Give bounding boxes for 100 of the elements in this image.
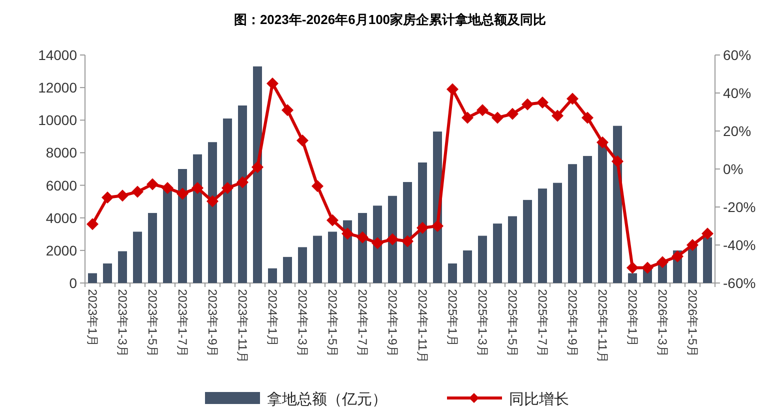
point xyxy=(356,231,368,244)
bar xyxy=(208,142,217,283)
point xyxy=(282,104,294,116)
point xyxy=(476,104,488,116)
bar xyxy=(403,182,412,283)
bar xyxy=(523,200,532,283)
legend-label: 同比增长 xyxy=(509,391,569,408)
bar xyxy=(463,250,472,283)
point xyxy=(566,92,578,105)
y2-tick-label: 20% xyxy=(723,123,752,139)
y2-tick-label: 60% xyxy=(723,47,752,63)
point xyxy=(132,186,144,198)
bar xyxy=(448,263,457,283)
x-tick-label: 2024年1-3月 xyxy=(296,289,310,358)
point xyxy=(236,176,248,188)
y2-tick-label: -20% xyxy=(723,199,756,215)
x-tick-label: 2023年1-5月 xyxy=(146,289,160,358)
x-tick-label: 2023年1-11月 xyxy=(236,289,250,363)
bar xyxy=(508,216,517,283)
bar xyxy=(253,66,262,283)
x-tick-label: 2025年1月 xyxy=(446,289,460,346)
point xyxy=(522,98,534,110)
point xyxy=(252,161,264,174)
point xyxy=(192,182,204,194)
y-tick-label: 8000 xyxy=(46,144,78,161)
bar xyxy=(88,273,97,283)
point xyxy=(626,262,638,274)
point xyxy=(416,222,428,234)
bar xyxy=(373,206,382,283)
point xyxy=(176,188,188,200)
bar xyxy=(103,263,112,283)
point xyxy=(506,108,518,120)
y-tick-label: 14000 xyxy=(38,47,78,63)
point xyxy=(86,218,98,230)
bar xyxy=(583,156,592,283)
x-tick-label: 2024年1-5月 xyxy=(326,289,340,358)
point xyxy=(386,233,398,246)
bar xyxy=(118,251,127,283)
x-tick-label: 2023年1-7月 xyxy=(176,289,190,358)
x-tick-label: 2023年1-9月 xyxy=(206,289,220,358)
bar xyxy=(148,212,157,283)
y2-tick-label: -60% xyxy=(723,275,756,291)
bar xyxy=(703,237,712,283)
y-tick-label: 12000 xyxy=(38,80,78,96)
x-tick-label: 2024年1-11月 xyxy=(416,289,430,363)
x-tick-label: 2025年1-3月 xyxy=(476,289,490,358)
point xyxy=(552,110,564,122)
x-tick-label: 2026年1-3月 xyxy=(656,289,670,358)
point xyxy=(116,190,128,202)
bar xyxy=(493,224,502,283)
bar xyxy=(133,232,142,283)
bar xyxy=(193,154,202,283)
bar xyxy=(313,236,322,283)
point xyxy=(596,136,608,148)
bar xyxy=(688,246,697,283)
bar xyxy=(553,182,562,283)
y-tick-label: 4000 xyxy=(46,210,78,226)
point xyxy=(702,228,714,240)
point xyxy=(342,228,354,240)
bar xyxy=(538,188,547,283)
point xyxy=(312,180,324,192)
point xyxy=(686,239,698,251)
bar xyxy=(298,247,307,283)
x-tick-label: 2025年1-7月 xyxy=(536,289,550,358)
y-tick-label: 2000 xyxy=(46,242,78,258)
x-tick-label: 2023年1月 xyxy=(86,289,100,346)
point xyxy=(446,83,458,96)
chart-title: 图：2023年-2026年6月100家房企累计拿地总额及同比 xyxy=(234,12,546,27)
point xyxy=(656,256,668,268)
y2-tick-label: 40% xyxy=(723,85,752,101)
x-tick-label: 2026年1月 xyxy=(626,289,640,346)
y-tick-label: 0 xyxy=(69,275,78,291)
x-tick-label: 2025年1-9月 xyxy=(566,289,580,358)
bar xyxy=(328,232,337,283)
x-tick-label: 2026年1-5月 xyxy=(686,289,700,358)
legend-label: 拿地总额（亿元） xyxy=(267,391,387,408)
x-tick-label: 2025年1-11月 xyxy=(596,289,610,363)
bar xyxy=(568,164,577,283)
x-tick-label: 2024年1-9月 xyxy=(386,289,400,358)
point xyxy=(266,78,278,90)
point xyxy=(672,250,684,262)
point xyxy=(536,96,548,108)
x-tick-label: 2024年1月 xyxy=(266,289,280,346)
point xyxy=(462,112,474,124)
bar xyxy=(283,256,292,283)
x-tick-label: 2025年1-5月 xyxy=(506,289,520,358)
bar xyxy=(478,236,487,283)
bar xyxy=(223,118,232,283)
x-tick-label: 2023年1-3月 xyxy=(116,289,130,358)
point xyxy=(372,237,384,250)
point xyxy=(582,112,594,124)
point xyxy=(326,214,338,226)
bar xyxy=(238,105,247,283)
point xyxy=(222,182,234,194)
point xyxy=(432,220,444,232)
bar xyxy=(418,162,427,283)
y2-tick-label: 0% xyxy=(723,161,744,177)
point xyxy=(296,134,308,146)
point xyxy=(402,235,414,248)
bar xyxy=(268,268,277,283)
